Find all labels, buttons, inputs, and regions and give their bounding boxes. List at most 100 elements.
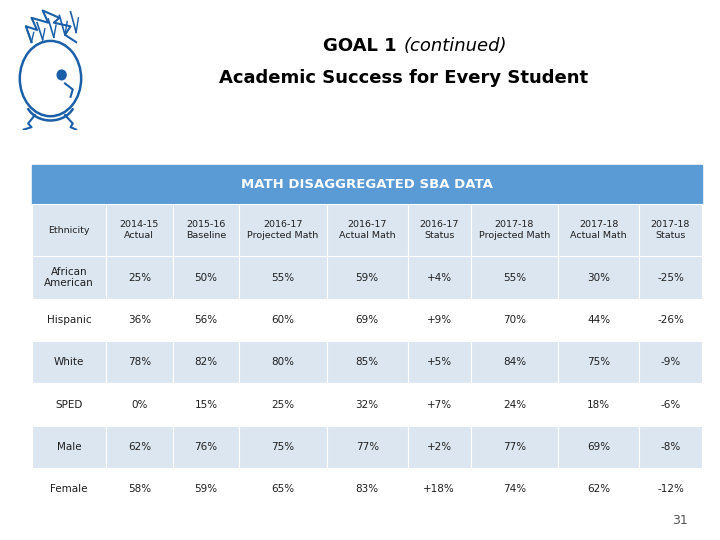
Text: MATH DISAGGREGATED SBA DATA: MATH DISAGGREGATED SBA DATA [241, 178, 493, 191]
Text: 24%: 24% [503, 400, 526, 409]
Bar [471, 426, 558, 468]
Text: 69%: 69% [356, 315, 379, 325]
Bar [639, 341, 702, 383]
Bar [558, 383, 639, 426]
Text: 2016-17
Status: 2016-17 Status [419, 220, 459, 240]
Bar [471, 256, 558, 299]
Bar [558, 468, 639, 510]
Text: 31: 31 [672, 514, 688, 526]
Text: +4%: +4% [426, 273, 451, 282]
Text: 56%: 56% [194, 315, 217, 325]
Bar [173, 299, 239, 341]
Text: 76%: 76% [194, 442, 217, 452]
Bar [173, 256, 239, 299]
Text: -6%: -6% [660, 400, 680, 409]
Bar [106, 204, 173, 256]
Bar [327, 256, 408, 299]
Text: 78%: 78% [127, 357, 151, 367]
Bar [239, 256, 327, 299]
Bar [639, 426, 702, 468]
Text: 74%: 74% [503, 484, 526, 494]
Text: 36%: 36% [127, 315, 151, 325]
Bar [327, 299, 408, 341]
Text: 84%: 84% [503, 357, 526, 367]
Bar [106, 299, 173, 341]
Bar [639, 204, 702, 256]
Bar [639, 383, 702, 426]
Bar [106, 426, 173, 468]
Bar [327, 468, 408, 510]
Text: 75%: 75% [271, 442, 294, 452]
Bar [173, 204, 239, 256]
Bar [471, 468, 558, 510]
Bar [471, 299, 558, 341]
Text: 75%: 75% [587, 357, 610, 367]
Text: 2016-17
Projected Math: 2016-17 Projected Math [248, 220, 319, 240]
Bar [327, 204, 408, 256]
Text: 77%: 77% [356, 442, 379, 452]
Bar [327, 426, 408, 468]
Bar [639, 299, 702, 341]
Text: 15%: 15% [194, 400, 217, 409]
Text: Ethnicity: Ethnicity [48, 226, 90, 234]
Bar [106, 341, 173, 383]
Bar [32, 426, 106, 468]
Ellipse shape [19, 41, 81, 116]
Bar [408, 341, 471, 383]
Bar [106, 468, 173, 510]
Bar [173, 341, 239, 383]
Text: Female: Female [50, 484, 88, 494]
Text: 55%: 55% [503, 273, 526, 282]
Bar [471, 383, 558, 426]
Bar [471, 204, 558, 256]
Text: 62%: 62% [127, 442, 151, 452]
Bar [639, 256, 702, 299]
Text: 70%: 70% [503, 315, 526, 325]
Bar [32, 383, 106, 426]
Bar [32, 299, 106, 341]
Text: +18%: +18% [423, 484, 455, 494]
Bar [239, 341, 327, 383]
Bar [106, 256, 173, 299]
Text: 55%: 55% [271, 273, 294, 282]
Text: 77%: 77% [503, 442, 526, 452]
Bar [106, 383, 173, 426]
Text: 25%: 25% [127, 273, 151, 282]
Text: 2017-18
Actual Math: 2017-18 Actual Math [570, 220, 627, 240]
Text: 59%: 59% [356, 273, 379, 282]
Text: 0%: 0% [131, 400, 148, 409]
Text: 65%: 65% [271, 484, 294, 494]
Bar [173, 468, 239, 510]
Text: 80%: 80% [271, 357, 294, 367]
Bar [32, 256, 106, 299]
Bar [239, 468, 327, 510]
Bar [408, 204, 471, 256]
Text: 2014-15
Actual: 2014-15 Actual [120, 220, 159, 240]
Text: +2%: +2% [426, 442, 451, 452]
Text: -26%: -26% [657, 315, 684, 325]
Text: 30%: 30% [587, 273, 610, 282]
Text: 58%: 58% [127, 484, 151, 494]
Bar [558, 341, 639, 383]
Text: SPED: SPED [55, 400, 83, 409]
Bar [173, 426, 239, 468]
Text: +5%: +5% [426, 357, 451, 367]
Text: (continued): (continued) [403, 37, 507, 55]
Text: 82%: 82% [194, 357, 217, 367]
Bar [173, 383, 239, 426]
Text: 2017-18
Status: 2017-18 Status [651, 220, 690, 240]
Bar [239, 426, 327, 468]
Bar [558, 299, 639, 341]
Text: 2015-16
Baseline: 2015-16 Baseline [186, 220, 226, 240]
Text: 44%: 44% [587, 315, 610, 325]
Bar [32, 341, 106, 383]
Bar [239, 383, 327, 426]
Circle shape [57, 70, 66, 80]
Bar [408, 383, 471, 426]
Bar [558, 426, 639, 468]
Text: Hispanic: Hispanic [47, 315, 91, 325]
Text: White: White [54, 357, 84, 367]
Bar [327, 341, 408, 383]
Bar [408, 468, 471, 510]
Text: 83%: 83% [356, 484, 379, 494]
